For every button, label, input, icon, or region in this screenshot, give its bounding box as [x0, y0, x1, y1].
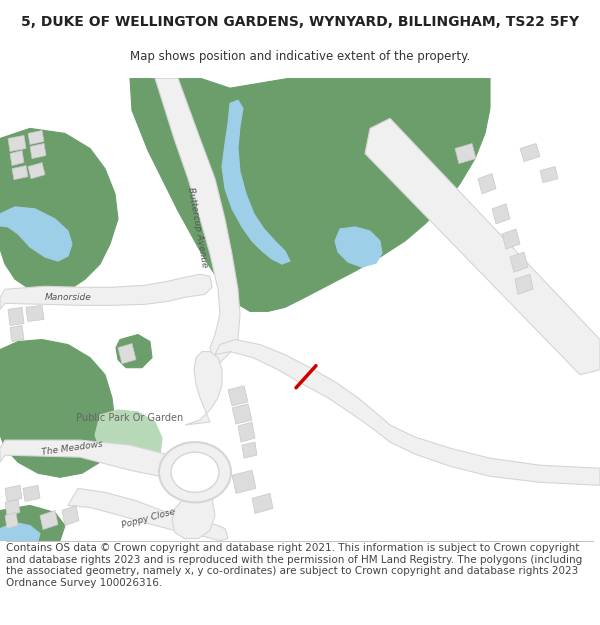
Polygon shape [5, 486, 22, 501]
Text: Manorside: Manorside [44, 292, 91, 302]
Polygon shape [5, 512, 18, 529]
Polygon shape [238, 422, 255, 442]
Polygon shape [28, 131, 44, 144]
Polygon shape [5, 499, 20, 516]
Polygon shape [520, 144, 540, 162]
Polygon shape [502, 229, 520, 249]
Polygon shape [228, 386, 248, 406]
Polygon shape [0, 522, 40, 541]
Text: Map shows position and indicative extent of the property.: Map shows position and indicative extent… [130, 50, 470, 62]
Text: Poppy Close: Poppy Close [120, 507, 176, 530]
Polygon shape [0, 128, 118, 294]
Polygon shape [0, 274, 212, 309]
Polygon shape [540, 167, 558, 182]
Polygon shape [68, 488, 228, 541]
Polygon shape [232, 404, 252, 424]
Polygon shape [30, 144, 46, 159]
Polygon shape [118, 344, 136, 364]
Polygon shape [23, 486, 40, 501]
Polygon shape [0, 207, 72, 261]
Polygon shape [455, 144, 476, 164]
Polygon shape [252, 493, 273, 514]
Polygon shape [492, 204, 510, 224]
Polygon shape [222, 100, 290, 264]
Polygon shape [232, 470, 256, 493]
Polygon shape [0, 440, 175, 478]
Polygon shape [335, 227, 382, 267]
Polygon shape [130, 78, 490, 311]
Text: 5, DUKE OF WELLINGTON GARDENS, WYNYARD, BILLINGHAM, TS22 5FY: 5, DUKE OF WELLINGTON GARDENS, WYNYARD, … [21, 15, 579, 29]
Ellipse shape [171, 452, 219, 493]
Polygon shape [510, 252, 528, 272]
Polygon shape [28, 162, 45, 179]
Polygon shape [172, 492, 215, 539]
Polygon shape [26, 306, 44, 321]
Polygon shape [478, 174, 496, 194]
Polygon shape [0, 339, 115, 478]
Text: Contains OS data © Crown copyright and database right 2021. This information is : Contains OS data © Crown copyright and d… [6, 543, 582, 588]
Polygon shape [185, 352, 222, 425]
Polygon shape [215, 339, 600, 486]
Polygon shape [155, 78, 240, 364]
Polygon shape [12, 166, 28, 179]
Polygon shape [242, 442, 257, 458]
Polygon shape [10, 326, 24, 341]
Polygon shape [8, 136, 26, 151]
Polygon shape [10, 151, 24, 166]
Polygon shape [62, 506, 79, 526]
Polygon shape [365, 118, 600, 375]
Text: Public Park Or Garden: Public Park Or Garden [76, 413, 184, 423]
Polygon shape [8, 308, 24, 326]
Polygon shape [116, 334, 152, 367]
Text: Buttercup Avenue: Buttercup Avenue [187, 186, 209, 268]
Ellipse shape [159, 442, 231, 503]
Polygon shape [515, 274, 533, 294]
Polygon shape [0, 506, 65, 541]
Text: The Meadows: The Meadows [41, 439, 103, 457]
Polygon shape [95, 410, 162, 468]
Polygon shape [40, 511, 58, 529]
